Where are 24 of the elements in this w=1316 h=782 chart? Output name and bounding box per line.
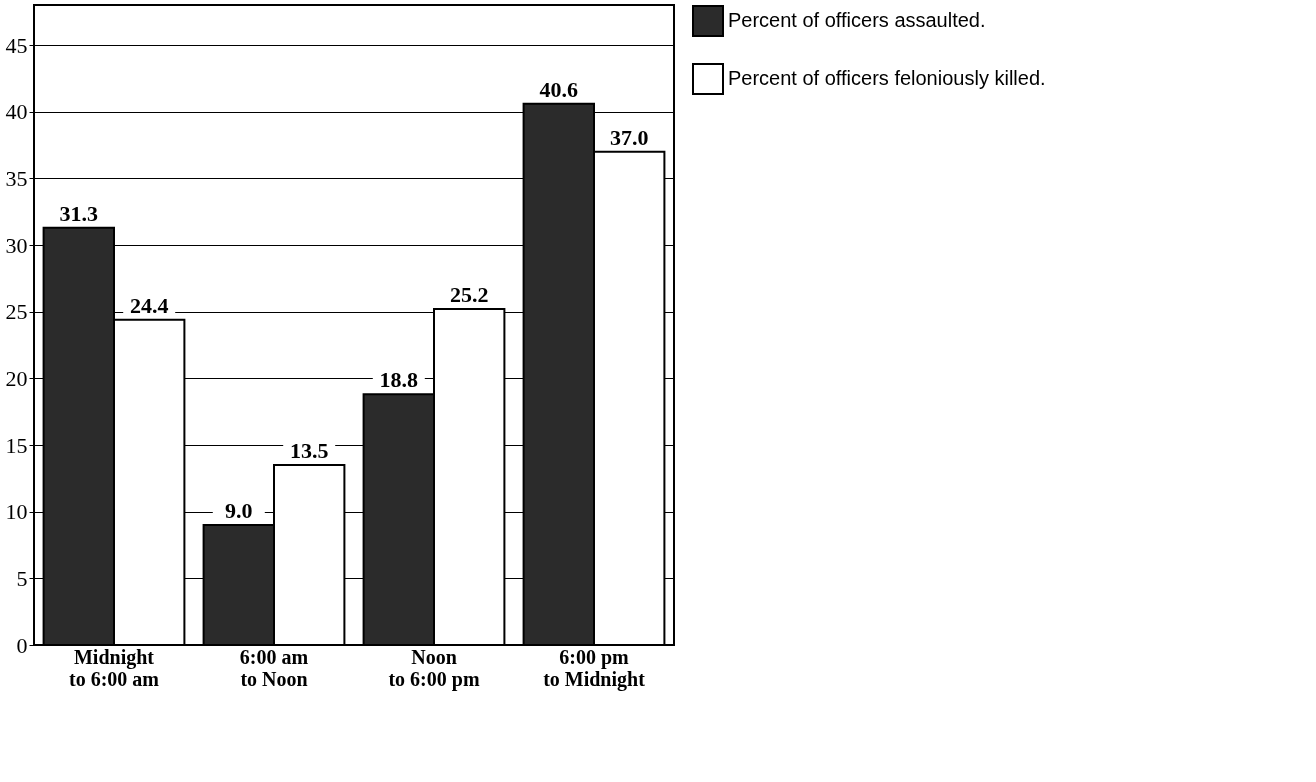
data-label: 25.2 [449, 282, 489, 307]
y-tick-label: 10 [5, 499, 28, 525]
legend-label: Percent of officers feloniously killed. [728, 67, 1046, 89]
y-tick-label: 0 [16, 632, 28, 658]
x-tick-label: 6:00 pm to Midnight [543, 645, 646, 691]
y-tick-label: 30 [5, 232, 28, 258]
data-label: 31.3 [59, 200, 99, 226]
x-tick-label: Midnight to 6:00 am [69, 645, 160, 690]
data-label: 24.4 [129, 292, 169, 318]
data-label: 13.5 [289, 438, 329, 463]
y-tick-label: 15 [5, 432, 28, 458]
data-label: 18.8 [379, 367, 419, 393]
legend-label: Percent of officers assaulted. [728, 9, 986, 31]
data-label: 40.6 [539, 76, 579, 102]
y-tick-label: 20 [5, 365, 28, 391]
y-tick-label: 45 [5, 32, 28, 58]
y-tick-label: 25 [5, 299, 28, 325]
y-tick-label: 35 [5, 165, 28, 191]
x-tick-label: 6:00 am to Noon [239, 645, 309, 690]
x-tick-label: Noon to 6:00 pm [388, 645, 480, 691]
y-tick-label: 40 [5, 99, 28, 125]
data-label: 37.0 [609, 124, 649, 150]
y-tick-label: 5 [16, 565, 28, 591]
data-label: 9.0 [225, 498, 253, 523]
